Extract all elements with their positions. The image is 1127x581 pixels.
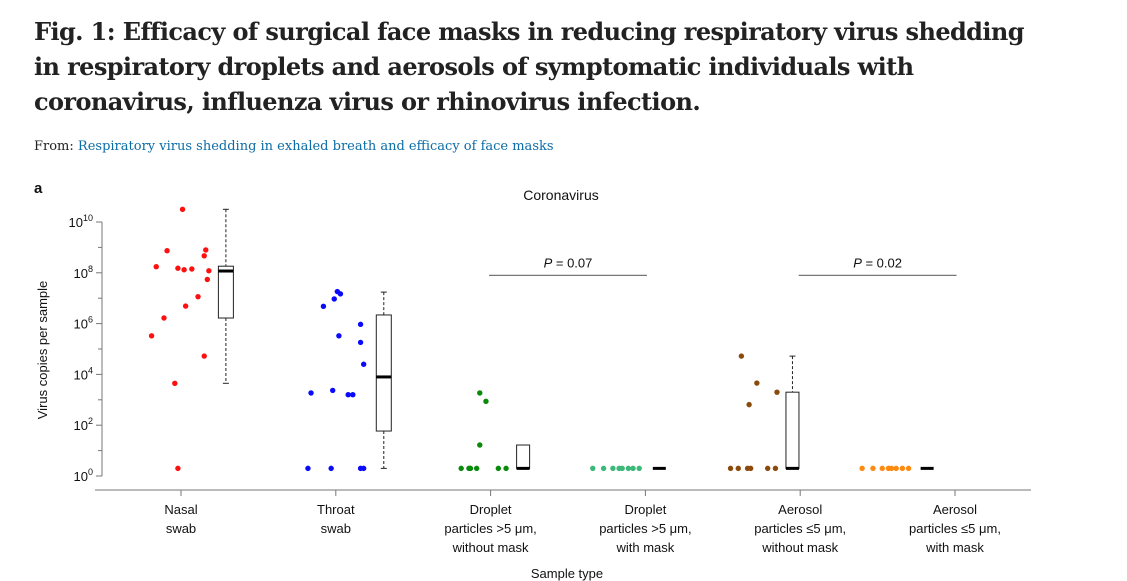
data-point xyxy=(483,398,489,405)
data-point xyxy=(772,465,779,472)
y-tick-label: 108 xyxy=(74,264,93,281)
x-tick-label: Throat xyxy=(317,502,355,517)
data-point xyxy=(204,276,211,283)
data-point xyxy=(888,465,895,472)
data-point xyxy=(905,465,912,472)
data-point xyxy=(175,465,181,472)
x-tick-label: Aerosol xyxy=(778,502,822,517)
data-point xyxy=(360,465,367,472)
x-tick-label: with mask xyxy=(616,540,675,555)
x-tick-label: Nasal xyxy=(164,502,197,517)
data-point xyxy=(320,303,327,310)
x-axis-label: Sample type xyxy=(531,566,603,581)
x-tick-label: particles >5 μm, xyxy=(444,521,536,536)
data-point xyxy=(590,465,596,472)
data-point xyxy=(477,442,483,448)
data-point xyxy=(735,465,741,472)
y-tick-label: 106 xyxy=(74,315,93,332)
x-tick-label: Aerosol xyxy=(933,502,977,517)
data-point xyxy=(859,465,865,472)
data-point xyxy=(148,333,155,339)
data-point xyxy=(357,339,364,346)
x-tick-label: Droplet xyxy=(624,502,666,517)
data-point xyxy=(458,465,464,472)
data-point xyxy=(331,296,337,302)
data-point xyxy=(630,465,636,472)
data-point xyxy=(495,465,502,472)
y-tick-label: 100 xyxy=(74,467,93,484)
data-point xyxy=(195,293,201,300)
from-label: From: xyxy=(34,139,74,154)
data-point xyxy=(175,265,181,271)
data-point xyxy=(305,465,311,472)
x-tick-label: Droplet xyxy=(470,502,512,517)
data-point xyxy=(201,253,207,259)
data-point xyxy=(473,465,480,472)
data-point xyxy=(201,353,207,359)
data-point xyxy=(899,465,906,472)
x-tick-label: particles ≤5 μm, xyxy=(909,521,1001,536)
source-article-link[interactable]: Respiratory virus shedding in exhaled br… xyxy=(77,139,554,154)
x-tick-label: swab xyxy=(321,521,351,536)
data-point xyxy=(747,465,754,472)
box-iqr xyxy=(375,314,392,432)
data-point xyxy=(206,268,212,274)
source-line: From: Respiratory virus shedding in exha… xyxy=(34,139,554,154)
x-tick-label: particles ≤5 μm, xyxy=(754,521,846,536)
chart-title: Coronavirus xyxy=(523,187,598,203)
figure-title: Fig. 1: Efficacy of surgical face masks … xyxy=(34,17,1025,116)
data-point xyxy=(172,380,178,386)
data-point xyxy=(600,465,607,472)
y-tick-label: 104 xyxy=(74,365,93,382)
data-point xyxy=(774,389,780,395)
data-point xyxy=(477,390,483,396)
data-point xyxy=(164,248,170,254)
data-point xyxy=(350,392,356,398)
data-point xyxy=(203,247,209,253)
data-point xyxy=(619,465,625,472)
data-point xyxy=(879,465,885,472)
data-point xyxy=(360,361,367,367)
panel-label: a xyxy=(34,180,43,197)
data-point xyxy=(181,267,187,273)
x-tick-label: without mask xyxy=(452,540,529,555)
data-point xyxy=(625,465,632,472)
data-point xyxy=(636,465,642,472)
data-point xyxy=(746,401,752,408)
box-iqr xyxy=(217,265,234,319)
p-value-label: P = 0.02 xyxy=(853,255,902,270)
data-point xyxy=(189,266,195,272)
data-point xyxy=(161,315,167,321)
data-point xyxy=(610,465,616,472)
data-point xyxy=(336,333,342,339)
y-axis-label: Virus copies per sample xyxy=(35,281,50,420)
x-tick-label: particles >5 μm, xyxy=(599,521,691,536)
y-tick-label: 102 xyxy=(74,416,93,433)
data-point xyxy=(345,392,351,398)
data-point xyxy=(754,380,760,386)
p-value-label: P = 0.07 xyxy=(544,255,593,270)
x-tick-label: without mask xyxy=(761,540,838,555)
x-tick-label: with mask xyxy=(925,540,984,555)
data-point xyxy=(727,465,734,472)
data-point xyxy=(153,264,159,270)
data-point xyxy=(357,321,364,328)
data-point xyxy=(179,206,186,212)
data-point xyxy=(328,465,334,472)
data-point xyxy=(870,465,876,472)
box-iqr xyxy=(785,391,800,469)
data-point xyxy=(308,390,314,396)
box-iqr xyxy=(516,444,531,469)
data-point xyxy=(764,465,771,472)
data-point xyxy=(738,353,745,359)
data-point xyxy=(503,465,509,472)
x-tick-label: swab xyxy=(166,521,196,536)
data-point xyxy=(182,303,189,309)
data-point xyxy=(893,465,899,472)
data-point xyxy=(467,465,474,472)
data-point xyxy=(330,387,336,394)
y-tick-label: 1010 xyxy=(69,213,93,230)
data-point xyxy=(337,291,344,297)
